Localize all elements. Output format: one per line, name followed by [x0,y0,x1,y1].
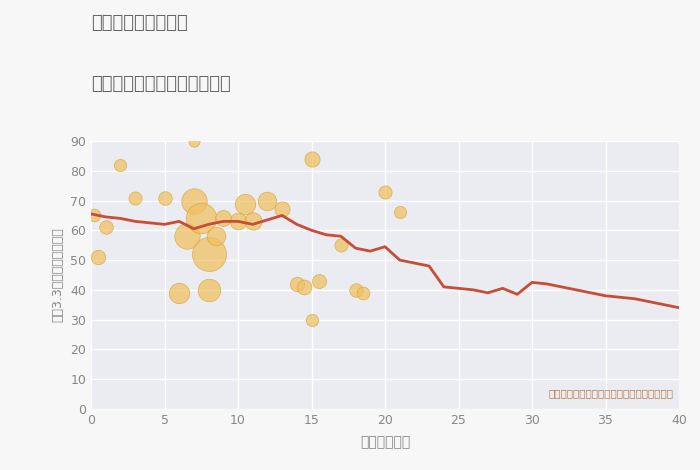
Point [203,251,214,258]
Point [314,277,325,285]
Point [350,286,361,294]
Point [188,197,199,204]
Point [306,316,317,323]
Text: 三重県松阪市和屋町: 三重県松阪市和屋町 [91,14,188,32]
Point [88,212,99,219]
Point [262,197,273,204]
Point [394,209,405,216]
Point [379,188,391,196]
Point [276,206,288,213]
Point [335,242,346,249]
Point [358,289,369,297]
Point [218,215,229,222]
Point [188,137,199,145]
Y-axis label: 坪（3.3㎡）単価（万円）: 坪（3.3㎡）単価（万円） [52,227,64,322]
Point [181,233,192,240]
Point [239,200,251,207]
Point [247,218,258,225]
Point [100,224,111,231]
Point [203,286,214,294]
Point [291,280,302,288]
Point [174,289,185,297]
X-axis label: 築年数（年）: 築年数（年） [360,435,410,449]
Point [298,283,309,290]
Point [232,218,244,225]
Point [159,194,170,201]
Text: 築年数別中古マンション価格: 築年数別中古マンション価格 [91,75,231,93]
Point [115,161,126,169]
Point [306,155,317,163]
Point [210,233,221,240]
Point [195,215,207,222]
Point [92,253,104,261]
Text: 円の大きさは、取引のあった物件面積を示す: 円の大きさは、取引のあった物件面積を示す [548,388,673,398]
Point [130,194,141,201]
